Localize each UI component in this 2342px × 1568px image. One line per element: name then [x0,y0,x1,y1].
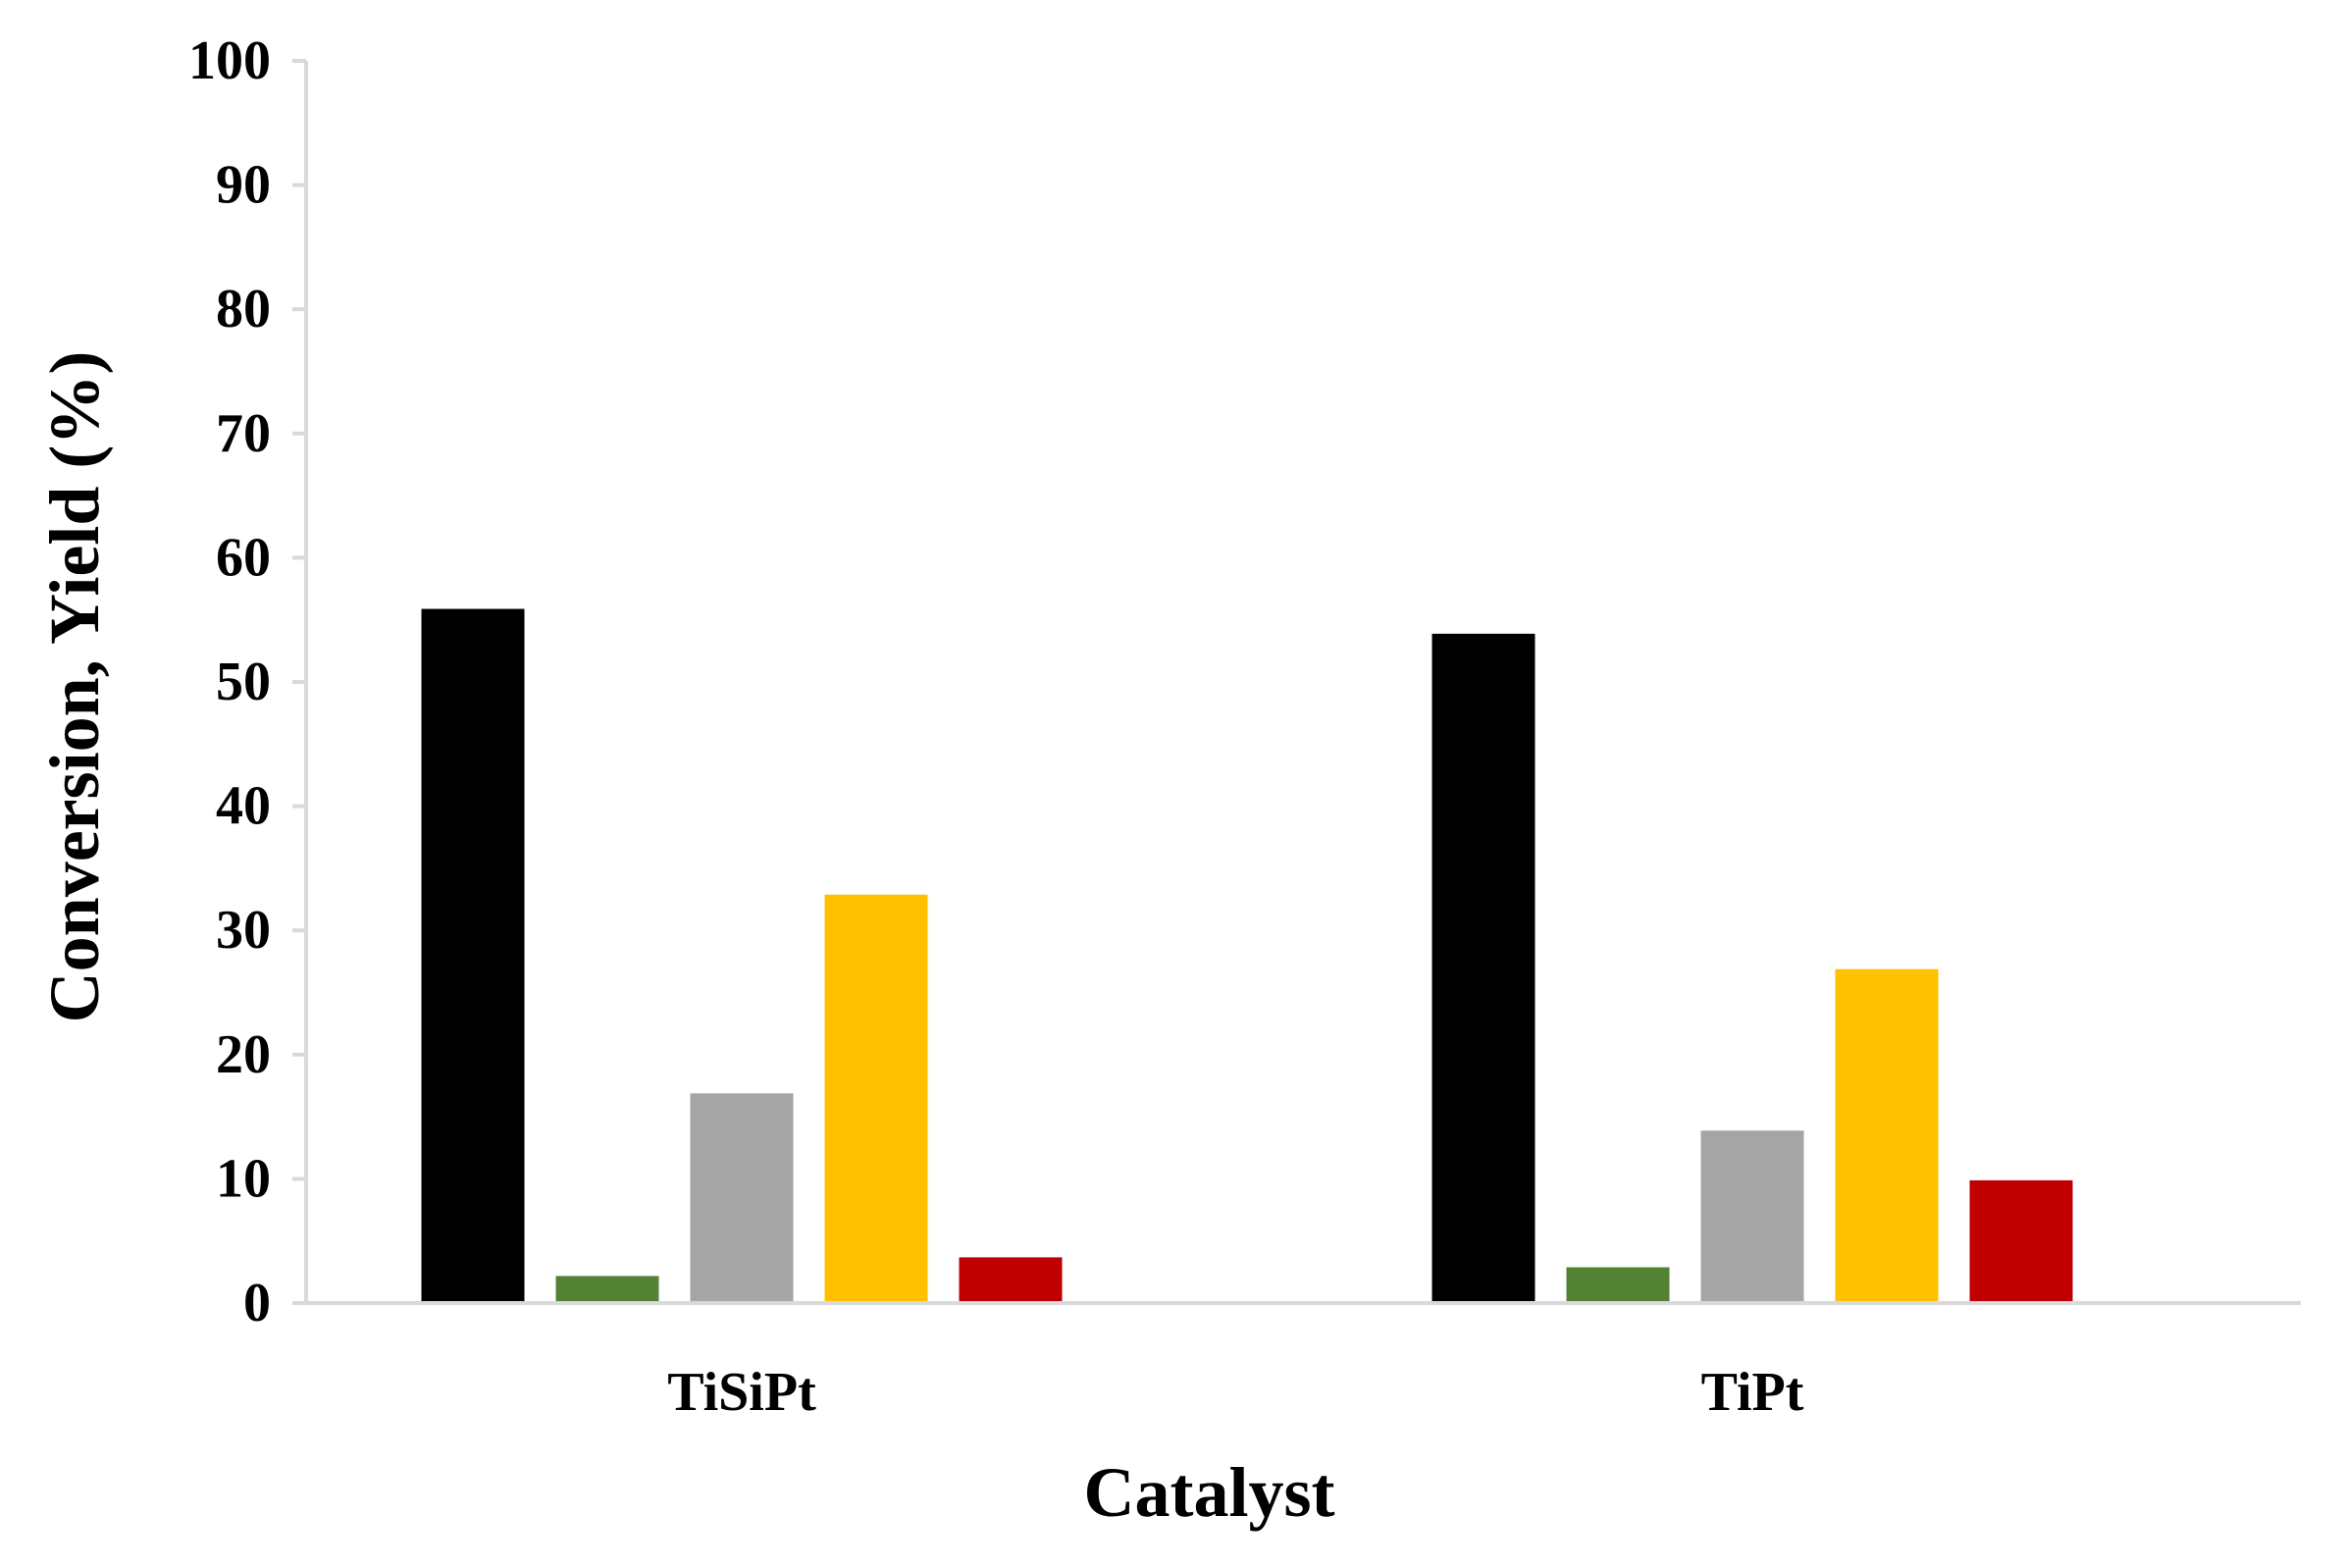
y-tick-label: 50 [216,652,271,712]
x-ticks: TiSiPt TiPt [667,1362,1803,1423]
y-tick-label: 30 [216,900,271,961]
y-tick-label: 10 [216,1148,271,1209]
y-axis-title: Conversion, Yield (%) [35,351,114,1023]
bar-tipt-4 [1832,966,1942,1305]
bar-tipt-1 [1429,630,1538,1305]
y-tick-label: 0 [243,1273,271,1333]
y-tick-label: 90 [216,155,271,216]
y-tick-label: 20 [216,1024,271,1085]
x-axis-title: Catalyst [1084,1453,1335,1532]
bar-tisipt-4 [821,891,931,1305]
bars-layer [418,605,2076,1305]
bar-tisipt-2 [552,1273,662,1305]
bar-tipt-5 [1966,1176,2076,1305]
y-ticks: 0 10 20 30 40 50 60 70 80 90 100 [188,30,306,1333]
y-tick-label: 70 [216,403,271,464]
x-tick-label: TiSiPt [667,1362,816,1423]
y-tick-label: 100 [188,30,271,91]
y-tick-label: 80 [216,279,271,340]
axes-layer [304,61,2301,1305]
y-tick-label: 60 [216,527,271,588]
bar-tisipt-5 [956,1254,1066,1305]
bar-tisipt-1 [418,605,528,1305]
bar-tipt-3 [1697,1127,1807,1305]
bar-tisipt-3 [687,1090,797,1305]
y-tick-label: 40 [216,776,271,837]
bar-tipt-2 [1563,1264,1673,1305]
x-tick-label: TiPt [1701,1362,1804,1423]
